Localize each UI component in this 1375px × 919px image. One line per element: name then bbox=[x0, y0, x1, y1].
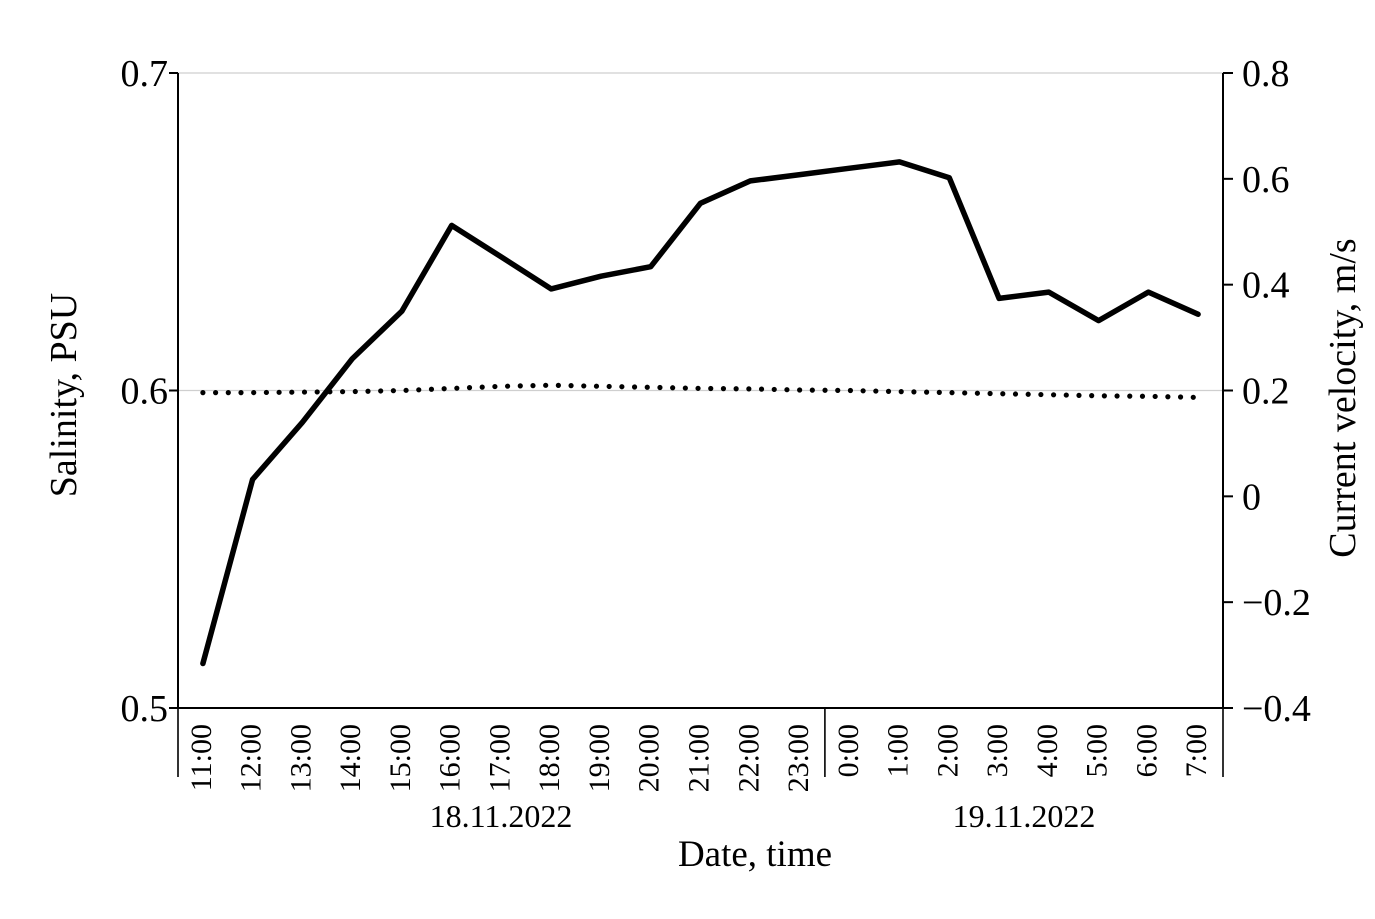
right-axis-tick-label: −0.2 bbox=[1242, 582, 1311, 624]
x-axis-time-label: 3:00 bbox=[981, 724, 1014, 777]
x-axis-time-label: 16:00 bbox=[434, 724, 467, 792]
date-group-label-second: 19.11.2022 bbox=[953, 798, 1096, 834]
right-axis-title: Current velocity, m/s bbox=[1322, 238, 1364, 557]
x-axis-time-label: 19:00 bbox=[583, 724, 616, 792]
x-axis-time-label: 17:00 bbox=[483, 724, 516, 792]
date-group-label-first: 18.11.2022 bbox=[430, 798, 573, 834]
x-axis-time-label: 15:00 bbox=[384, 724, 417, 792]
right-axis-tick-label: 0.2 bbox=[1242, 371, 1290, 413]
x-axis-time-label: 7:00 bbox=[1180, 724, 1213, 777]
right-axis-tick-label: 0.4 bbox=[1242, 265, 1290, 307]
x-axis-time-label: 14:00 bbox=[334, 724, 367, 792]
gridlines bbox=[178, 72, 1223, 392]
x-axis-title: Date, time bbox=[678, 834, 832, 875]
x-axis-time-label: 12:00 bbox=[235, 724, 268, 792]
x-axis-time-label: 5:00 bbox=[1081, 724, 1114, 777]
left-axis-title: Salinity, PSU bbox=[43, 293, 85, 497]
x-axis-time-label: 0:00 bbox=[832, 724, 865, 777]
x-axis-time-label: 23:00 bbox=[782, 724, 815, 792]
axis-tick-labels: 0.7 0.6 0.5 0.8 0.6 0.4 0.2 0 −0.2 −0.4 11:00 12:00… bbox=[121, 53, 1311, 792]
axes bbox=[169, 72, 1233, 777]
x-axis-time-label: 13:00 bbox=[284, 724, 317, 792]
left-axis-tick-label: 0.6 bbox=[121, 371, 169, 413]
series-lines bbox=[200, 159, 1201, 667]
x-axis-time-label: 1:00 bbox=[882, 724, 915, 777]
left-axis-tick-label: 0.5 bbox=[121, 688, 169, 730]
right-axis-tick-label: 0.8 bbox=[1242, 53, 1290, 95]
salinity-line bbox=[200, 159, 1201, 667]
x-axis-time-label: 11:00 bbox=[185, 724, 218, 791]
right-axis-tick-label: 0.6 bbox=[1242, 159, 1290, 201]
x-axis-time-label: 2:00 bbox=[931, 724, 964, 777]
current-velocity-line bbox=[200, 382, 1201, 400]
x-axis-time-label: 4:00 bbox=[1031, 724, 1064, 777]
x-axis-time-label: 22:00 bbox=[732, 724, 765, 792]
x-axis-time-label: 20:00 bbox=[633, 724, 666, 792]
x-axis-time-label: 18:00 bbox=[533, 724, 566, 792]
right-axis-tick-label: 0 bbox=[1242, 476, 1261, 518]
left-axis-tick-label: 0.7 bbox=[121, 53, 169, 95]
x-axis-time-label: 6:00 bbox=[1130, 724, 1163, 777]
right-axis-tick-label: −0.4 bbox=[1242, 688, 1311, 730]
x-axis-time-label: 21:00 bbox=[683, 724, 716, 792]
